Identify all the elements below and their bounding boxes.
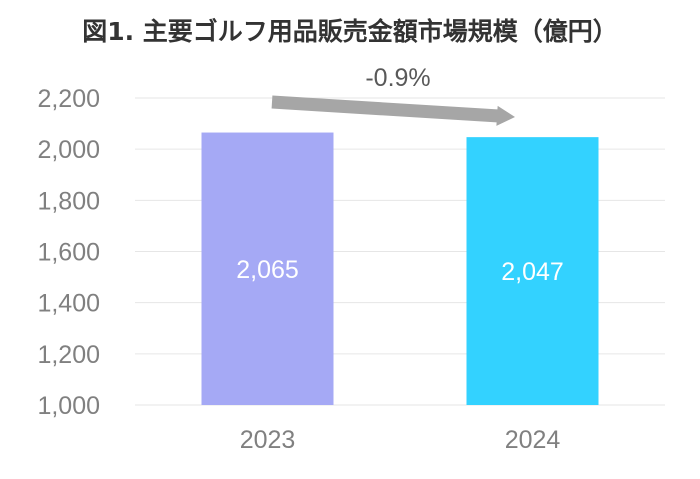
bars (201, 132, 599, 405)
y-tick-label: 2,200 (37, 85, 100, 113)
y-tick-label: 1,600 (37, 239, 100, 267)
x-axis: 2023 2024 (240, 426, 561, 454)
x-tick-label-2023: 2023 (240, 426, 296, 454)
bar-2023 (201, 132, 334, 405)
chart-title: 図1. 主要ゴルフ用品販売金額市場規模（億円） (82, 17, 618, 46)
y-axis: 1,000 1,200 1,400 1,600 1,800 2,000 2,200 (37, 85, 100, 420)
change-percent-label: -0.9% (365, 64, 430, 92)
x-tick-label-2024: 2024 (505, 426, 561, 454)
y-tick-label: 1,200 (37, 341, 100, 369)
y-tick-label: 1,400 (37, 290, 100, 318)
data-label-2024: 2,047 (501, 258, 564, 286)
data-labels: 2,065 2,047 (236, 256, 564, 286)
bar-2024 (466, 137, 599, 405)
change-annotation: -0.9% (271, 64, 515, 126)
y-tick-label: 2,000 (37, 136, 100, 164)
y-tick-label: 1,800 (37, 187, 100, 215)
change-arrow-icon (271, 95, 515, 126)
data-label-2023: 2,065 (236, 256, 299, 284)
y-tick-label: 1,000 (37, 392, 100, 420)
